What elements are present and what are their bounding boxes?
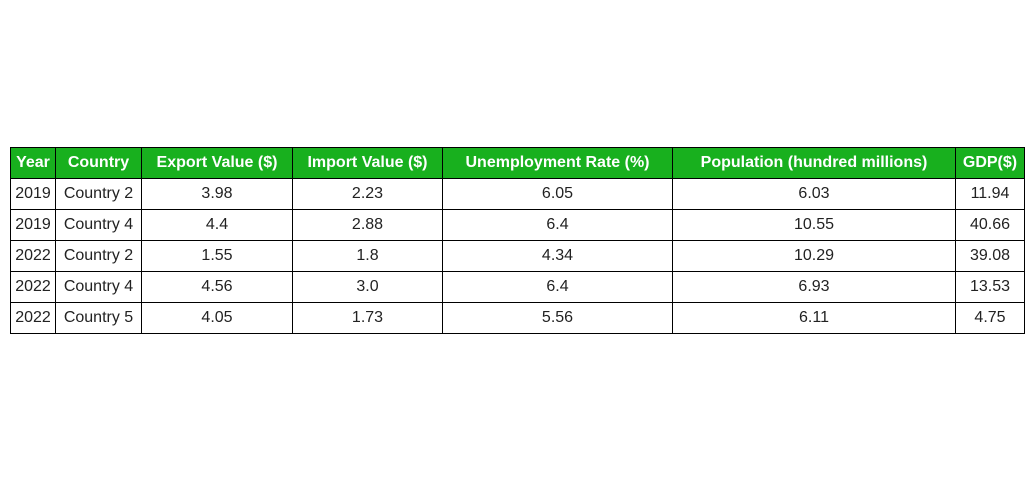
cell-gdp: 13.53 bbox=[955, 271, 1025, 303]
cell-unemployment-rate: 6.4 bbox=[442, 271, 673, 303]
cell-year: 2022 bbox=[10, 240, 56, 272]
header-cell-year: Year bbox=[10, 147, 56, 179]
cell-population: 10.29 bbox=[672, 240, 956, 272]
cell-country: Country 2 bbox=[55, 178, 142, 210]
cell-gdp: 40.66 bbox=[955, 209, 1025, 241]
cell-export-value: 3.98 bbox=[141, 178, 293, 210]
data-table: Year Country Export Value ($) Import Val… bbox=[10, 147, 1025, 334]
table-body: 2019 Country 2 3.98 2.23 6.05 6.03 11.94… bbox=[10, 178, 1025, 334]
cell-year: 2022 bbox=[10, 271, 56, 303]
cell-export-value: 1.55 bbox=[141, 240, 293, 272]
header-cell-gdp: GDP($) bbox=[955, 147, 1025, 179]
header-row: Year Country Export Value ($) Import Val… bbox=[10, 147, 1025, 179]
cell-population: 6.03 bbox=[672, 178, 956, 210]
cell-population: 10.55 bbox=[672, 209, 956, 241]
cell-country: Country 4 bbox=[55, 271, 142, 303]
cell-import-value: 3.0 bbox=[292, 271, 443, 303]
cell-export-value: 4.56 bbox=[141, 271, 293, 303]
cell-unemployment-rate: 5.56 bbox=[442, 302, 673, 334]
cell-population: 6.11 bbox=[672, 302, 956, 334]
cell-country: Country 2 bbox=[55, 240, 142, 272]
header-cell-population: Population (hundred millions) bbox=[672, 147, 956, 179]
header-cell-export-value: Export Value ($) bbox=[141, 147, 293, 179]
table-row: 2019 Country 4 4.4 2.88 6.4 10.55 40.66 bbox=[10, 209, 1025, 241]
cell-import-value: 1.73 bbox=[292, 302, 443, 334]
table-row: 2022 Country 5 4.05 1.73 5.56 6.11 4.75 bbox=[10, 302, 1025, 334]
cell-gdp: 39.08 bbox=[955, 240, 1025, 272]
cell-import-value: 1.8 bbox=[292, 240, 443, 272]
cell-country: Country 4 bbox=[55, 209, 142, 241]
header-cell-country: Country bbox=[55, 147, 142, 179]
cell-year: 2019 bbox=[10, 178, 56, 210]
cell-year: 2022 bbox=[10, 302, 56, 334]
cell-import-value: 2.23 bbox=[292, 178, 443, 210]
cell-unemployment-rate: 6.4 bbox=[442, 209, 673, 241]
cell-gdp: 11.94 bbox=[955, 178, 1025, 210]
table-row: 2019 Country 2 3.98 2.23 6.05 6.03 11.94 bbox=[10, 178, 1025, 210]
table-header: Year Country Export Value ($) Import Val… bbox=[10, 147, 1025, 179]
table-row: 2022 Country 2 1.55 1.8 4.34 10.29 39.08 bbox=[10, 240, 1025, 272]
table-row: 2022 Country 4 4.56 3.0 6.4 6.93 13.53 bbox=[10, 271, 1025, 303]
header-cell-unemployment-rate: Unemployment Rate (%) bbox=[442, 147, 673, 179]
cell-export-value: 4.05 bbox=[141, 302, 293, 334]
cell-export-value: 4.4 bbox=[141, 209, 293, 241]
cell-import-value: 2.88 bbox=[292, 209, 443, 241]
header-cell-import-value: Import Value ($) bbox=[292, 147, 443, 179]
cell-country: Country 5 bbox=[55, 302, 142, 334]
cell-population: 6.93 bbox=[672, 271, 956, 303]
cell-year: 2019 bbox=[10, 209, 56, 241]
cell-gdp: 4.75 bbox=[955, 302, 1025, 334]
cell-unemployment-rate: 6.05 bbox=[442, 178, 673, 210]
cell-unemployment-rate: 4.34 bbox=[442, 240, 673, 272]
